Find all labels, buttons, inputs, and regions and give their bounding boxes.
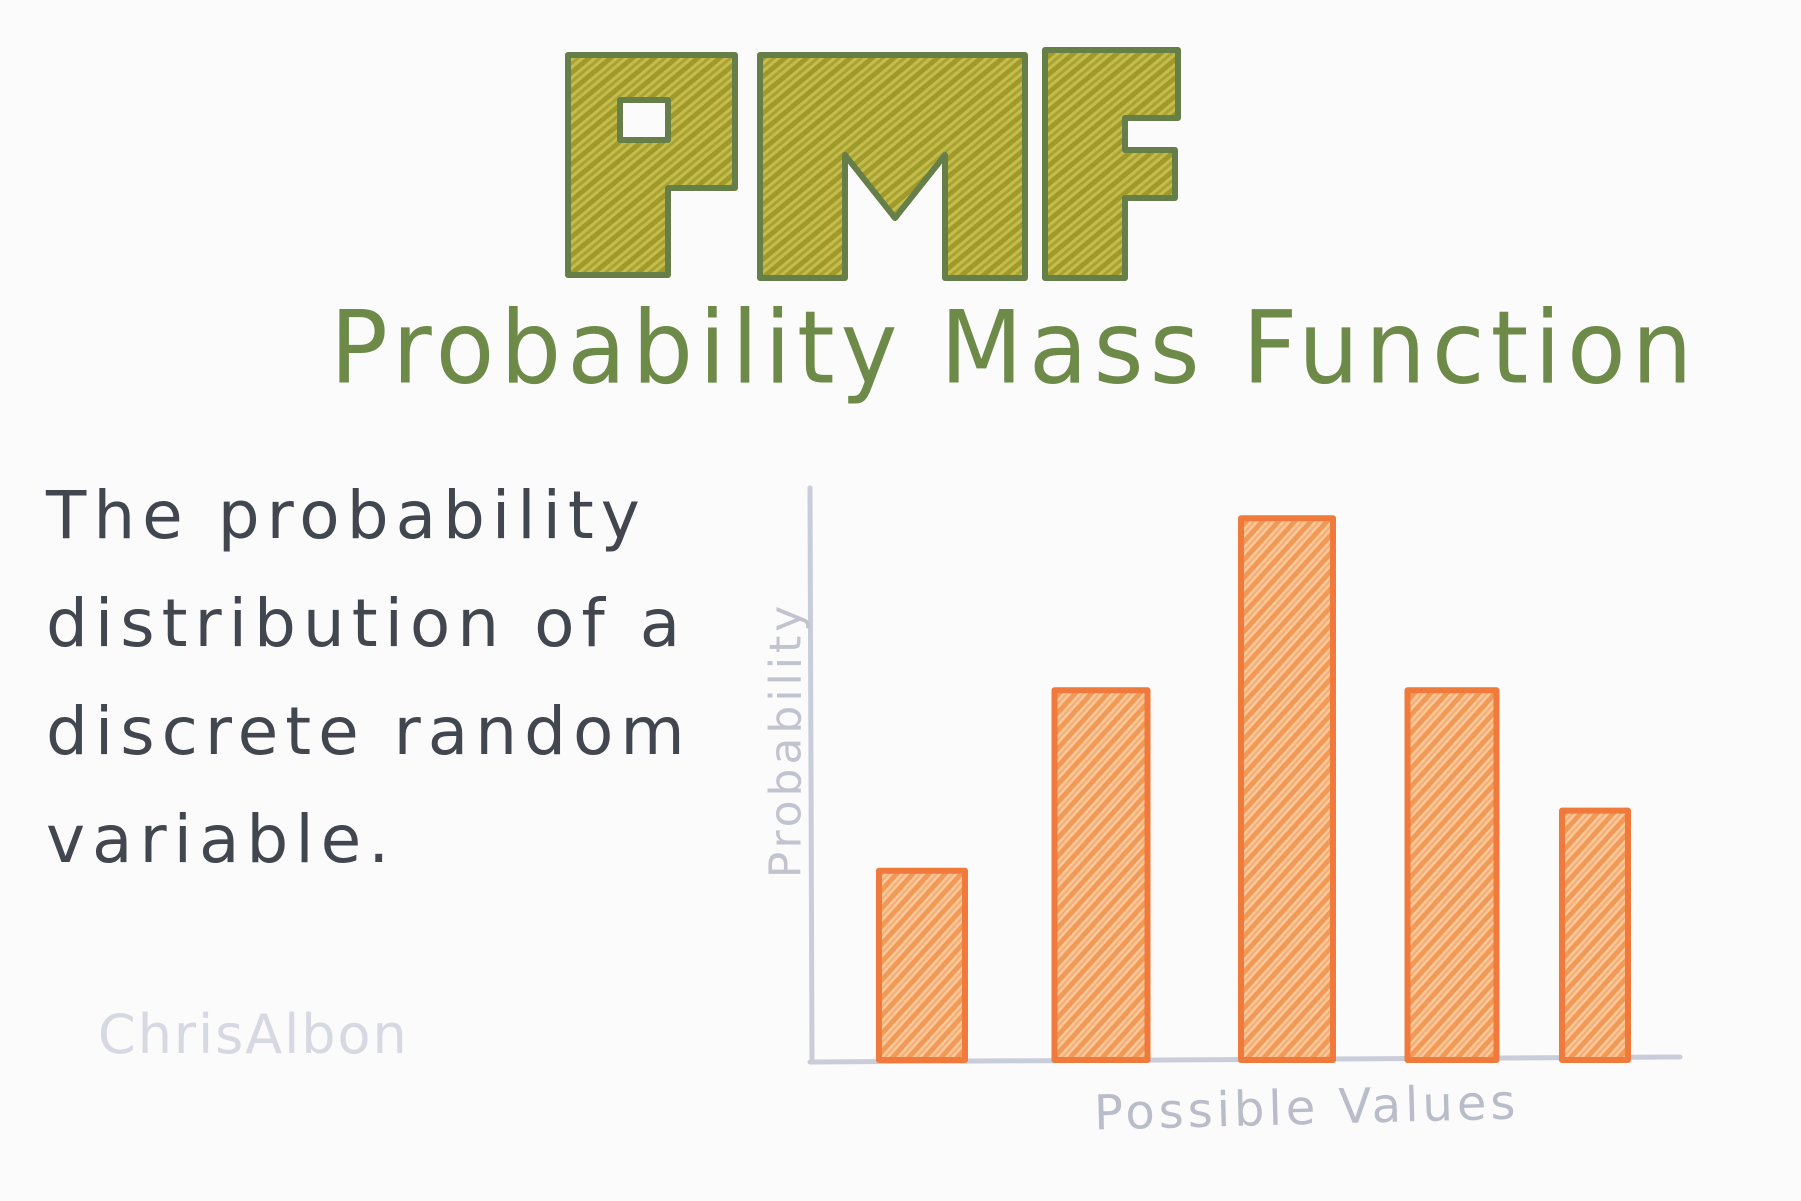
definition-line: variable. xyxy=(46,801,397,878)
bar-4 xyxy=(1404,687,1500,1063)
definition-line: The probability xyxy=(46,477,647,554)
definition-text: The probability distribution of a discre… xyxy=(46,462,706,894)
bar-5 xyxy=(1559,807,1631,1063)
letter-m-shape xyxy=(757,52,1028,281)
bar-3 xyxy=(1238,515,1336,1063)
definition-line: discrete random xyxy=(46,693,692,770)
pmf-acronym-logo xyxy=(565,47,1181,281)
definition-line: distribution of a xyxy=(46,585,688,662)
y-axis-label: Probability xyxy=(760,601,812,879)
y-axis-line xyxy=(807,485,815,1063)
x-axis-label: Possible Values xyxy=(1093,1074,1521,1142)
letter-p-shape xyxy=(565,52,738,278)
bar-2 xyxy=(1051,687,1151,1063)
author-signature: ChrisAlbon xyxy=(98,1003,409,1066)
letter-f-shape xyxy=(1042,47,1181,281)
bar-1 xyxy=(876,867,968,1063)
